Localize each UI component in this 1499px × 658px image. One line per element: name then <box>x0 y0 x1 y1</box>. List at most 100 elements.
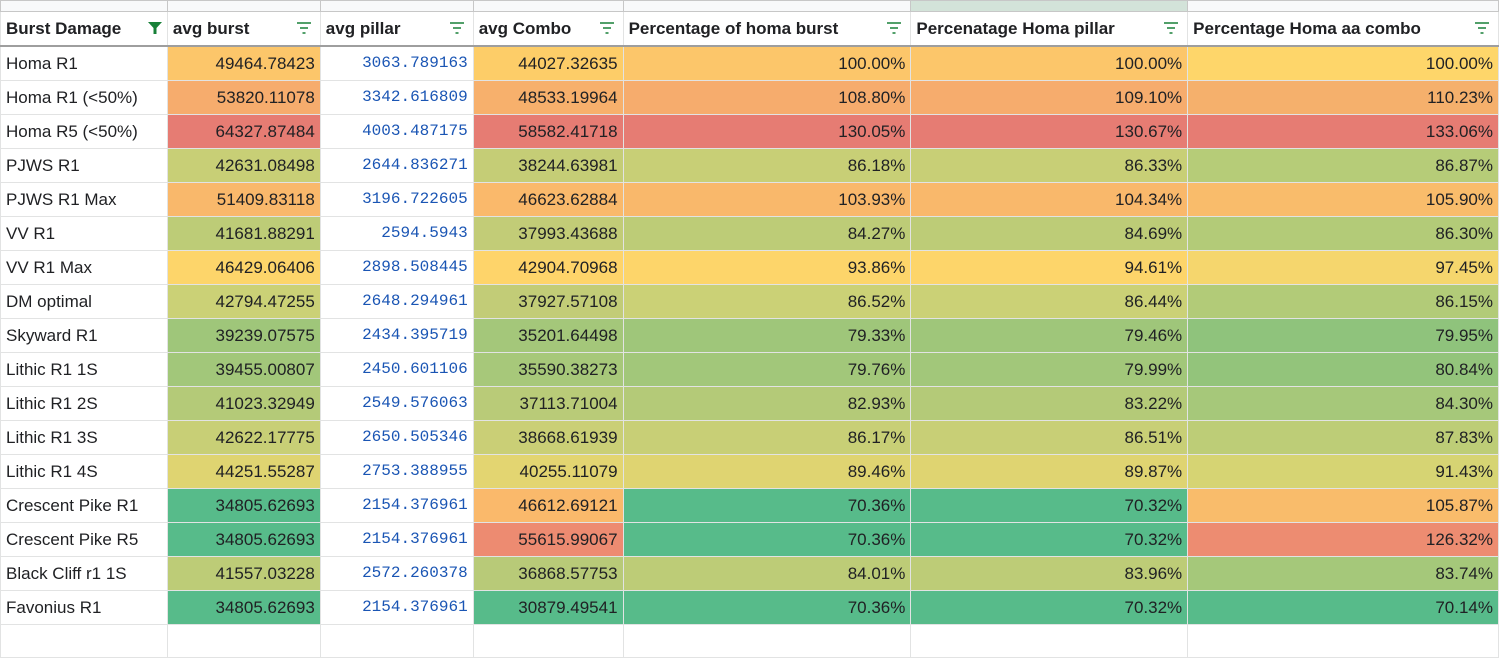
empty-cell[interactable] <box>622 624 912 658</box>
value-cell[interactable]: 2549.576063 <box>319 386 474 421</box>
value-cell[interactable]: 94.61% <box>910 250 1189 285</box>
value-cell[interactable]: 2154.376961 <box>319 488 474 523</box>
row-name-cell[interactable]: DM optimal <box>0 284 168 319</box>
value-cell[interactable]: 2644.836271 <box>319 148 474 183</box>
row-name-cell[interactable]: Lithic R1 1S <box>0 352 168 387</box>
value-cell[interactable]: 70.36% <box>622 488 912 523</box>
value-cell[interactable]: 41023.32949 <box>166 386 321 421</box>
empty-cell[interactable] <box>1187 624 1499 658</box>
value-cell[interactable]: 46612.69121 <box>472 488 624 523</box>
value-cell[interactable]: 37927.57108 <box>472 284 624 319</box>
filter-icon[interactable] <box>886 21 902 35</box>
value-cell[interactable]: 130.05% <box>622 114 912 149</box>
value-cell[interactable]: 53820.11078 <box>166 80 321 115</box>
value-cell[interactable]: 83.74% <box>1187 556 1499 591</box>
row-name-cell[interactable]: PJWS R1 Max <box>0 182 168 217</box>
column-header-burst-damage[interactable]: Burst Damage <box>0 11 168 47</box>
filter-icon[interactable] <box>296 21 312 35</box>
value-cell[interactable]: 86.30% <box>1187 216 1499 251</box>
value-cell[interactable]: 70.32% <box>910 590 1189 625</box>
value-cell[interactable]: 108.80% <box>622 80 912 115</box>
value-cell[interactable]: 79.95% <box>1187 318 1499 353</box>
value-cell[interactable]: 3342.616809 <box>319 80 474 115</box>
value-cell[interactable]: 86.87% <box>1187 148 1499 183</box>
value-cell[interactable]: 2898.508445 <box>319 250 474 285</box>
value-cell[interactable]: 55615.99067 <box>472 522 624 557</box>
value-cell[interactable]: 41681.88291 <box>166 216 321 251</box>
value-cell[interactable]: 105.90% <box>1187 182 1499 217</box>
value-cell[interactable]: 2434.395719 <box>319 318 474 353</box>
value-cell[interactable]: 42904.70968 <box>472 250 624 285</box>
value-cell[interactable]: 103.93% <box>622 182 912 217</box>
value-cell[interactable]: 79.76% <box>622 352 912 387</box>
value-cell[interactable]: 93.86% <box>622 250 912 285</box>
value-cell[interactable]: 89.46% <box>622 454 912 489</box>
row-name-cell[interactable]: Homa R5 (<50%) <box>0 114 168 149</box>
value-cell[interactable]: 100.00% <box>910 45 1189 81</box>
value-cell[interactable]: 105.87% <box>1187 488 1499 523</box>
value-cell[interactable]: 82.93% <box>622 386 912 421</box>
value-cell[interactable]: 126.32% <box>1187 522 1499 557</box>
column-header-pct-homa-burst[interactable]: Percentage of homa burst <box>622 11 912 47</box>
empty-cell[interactable] <box>319 624 474 658</box>
value-cell[interactable]: 89.87% <box>910 454 1189 489</box>
value-cell[interactable]: 104.34% <box>910 182 1189 217</box>
column-header-pct-homa-pillar[interactable]: Percenatage Homa pillar <box>910 11 1189 47</box>
value-cell[interactable]: 37113.71004 <box>472 386 624 421</box>
value-cell[interactable]: 100.00% <box>622 45 912 81</box>
value-cell[interactable]: 87.83% <box>1187 420 1499 455</box>
filter-active-icon[interactable] <box>147 21 163 35</box>
value-cell[interactable]: 97.45% <box>1187 250 1499 285</box>
value-cell[interactable]: 2650.505346 <box>319 420 474 455</box>
value-cell[interactable]: 2648.294961 <box>319 284 474 319</box>
value-cell[interactable]: 49464.78423 <box>166 45 321 81</box>
value-cell[interactable]: 70.32% <box>910 522 1189 557</box>
column-header-avg-combo[interactable]: avg Combo <box>472 11 624 47</box>
filter-icon[interactable] <box>449 21 465 35</box>
value-cell[interactable]: 51409.83118 <box>166 182 321 217</box>
value-cell[interactable]: 2154.376961 <box>319 590 474 625</box>
value-cell[interactable]: 109.10% <box>910 80 1189 115</box>
column-header-avg-burst[interactable]: avg burst <box>166 11 321 47</box>
value-cell[interactable]: 86.52% <box>622 284 912 319</box>
row-name-cell[interactable]: Crescent Pike R1 <box>0 488 168 523</box>
row-name-cell[interactable]: Favonius R1 <box>0 590 168 625</box>
value-cell[interactable]: 64327.87484 <box>166 114 321 149</box>
value-cell[interactable]: 2594.5943 <box>319 216 474 251</box>
value-cell[interactable]: 39239.07575 <box>166 318 321 353</box>
value-cell[interactable]: 70.32% <box>910 488 1189 523</box>
value-cell[interactable]: 34805.62693 <box>166 488 321 523</box>
filter-icon[interactable] <box>1163 21 1179 35</box>
value-cell[interactable]: 130.67% <box>910 114 1189 149</box>
value-cell[interactable]: 2572.260378 <box>319 556 474 591</box>
value-cell[interactable]: 84.01% <box>622 556 912 591</box>
value-cell[interactable]: 83.96% <box>910 556 1189 591</box>
value-cell[interactable]: 2154.376961 <box>319 522 474 557</box>
value-cell[interactable]: 44251.55287 <box>166 454 321 489</box>
value-cell[interactable]: 40255.11079 <box>472 454 624 489</box>
value-cell[interactable]: 38668.61939 <box>472 420 624 455</box>
value-cell[interactable]: 2753.388955 <box>319 454 474 489</box>
row-name-cell[interactable]: VV R1 <box>0 216 168 251</box>
value-cell[interactable]: 84.69% <box>910 216 1189 251</box>
value-cell[interactable]: 79.99% <box>910 352 1189 387</box>
value-cell[interactable]: 84.30% <box>1187 386 1499 421</box>
value-cell[interactable]: 34805.62693 <box>166 590 321 625</box>
value-cell[interactable]: 48533.19964 <box>472 80 624 115</box>
row-name-cell[interactable]: PJWS R1 <box>0 148 168 183</box>
value-cell[interactable]: 2450.601106 <box>319 352 474 387</box>
value-cell[interactable]: 91.43% <box>1187 454 1499 489</box>
value-cell[interactable]: 38244.63981 <box>472 148 624 183</box>
value-cell[interactable]: 36868.57753 <box>472 556 624 591</box>
value-cell[interactable]: 39455.00807 <box>166 352 321 387</box>
value-cell[interactable]: 86.33% <box>910 148 1189 183</box>
column-header-avg-pillar[interactable]: avg pillar <box>319 11 474 47</box>
value-cell[interactable]: 58582.41718 <box>472 114 624 149</box>
value-cell[interactable]: 70.36% <box>622 590 912 625</box>
value-cell[interactable]: 42794.47255 <box>166 284 321 319</box>
value-cell[interactable]: 42622.17775 <box>166 420 321 455</box>
row-name-cell[interactable]: Lithic R1 4S <box>0 454 168 489</box>
row-name-cell[interactable]: Lithic R1 2S <box>0 386 168 421</box>
row-name-cell[interactable]: Lithic R1 3S <box>0 420 168 455</box>
value-cell[interactable]: 3063.789163 <box>319 45 474 81</box>
